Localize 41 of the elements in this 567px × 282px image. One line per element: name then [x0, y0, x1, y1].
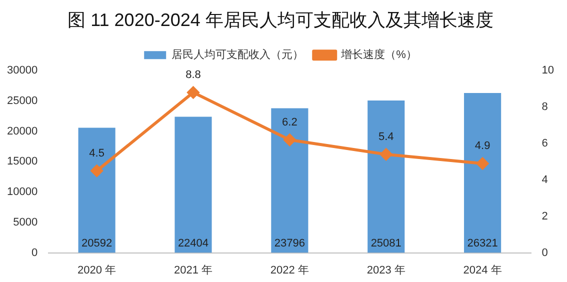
y-tick-label: 20000	[6, 125, 38, 138]
y2-tick-label: 6	[542, 138, 548, 150]
bar	[464, 92, 502, 253]
data-label: 4.5	[89, 147, 104, 160]
data-label: 23796	[274, 237, 305, 250]
point	[380, 148, 392, 160]
bar	[174, 116, 212, 253]
bar	[368, 100, 405, 253]
legend-label: 增长速度（%）	[340, 48, 417, 62]
legend-label: 居民人均可支配收入（元）	[172, 48, 304, 62]
y2-tick-label: 4	[542, 174, 548, 186]
y-tick-label: 15000	[6, 156, 38, 168]
x-tick-label: 2022 年	[270, 264, 309, 276]
y2-tick-label: 0	[542, 246, 548, 259]
y-tick-label: 0	[31, 246, 38, 259]
y2-tick-label: 2	[542, 210, 548, 222]
x-tick-label: 2020 年	[78, 264, 116, 276]
data-label: 26321	[467, 237, 498, 250]
x-tick-label: 2024 年	[463, 264, 502, 276]
y-tick-label: 25000	[6, 95, 38, 107]
data-label: 22404	[178, 237, 209, 250]
point	[284, 134, 296, 146]
data-label: 6.2	[282, 116, 298, 128]
data-label: 4.9	[474, 140, 490, 152]
y-tick-label: 10000	[6, 186, 38, 198]
y-tick-label: 5000	[13, 216, 38, 228]
point	[476, 158, 489, 170]
bar	[78, 128, 116, 253]
data-label: 8.8	[186, 68, 201, 81]
data-label: 25081	[370, 237, 402, 250]
y2-tick-label: 8	[542, 101, 548, 114]
x-tick-label: 2021 年	[174, 264, 213, 276]
y2-tick-label: 10	[542, 64, 554, 77]
data-label: 20592	[82, 237, 112, 250]
data-label: 5.4	[378, 130, 394, 143]
point	[90, 164, 103, 177]
chart-title: 图 11 2020-2024 年居民人均可支配收入及其增长速度	[68, 10, 494, 30]
x-tick-label: 2023 年	[366, 264, 406, 276]
y-tick-label: 30000	[6, 64, 38, 77]
bar	[271, 108, 308, 253]
point	[187, 86, 200, 98]
